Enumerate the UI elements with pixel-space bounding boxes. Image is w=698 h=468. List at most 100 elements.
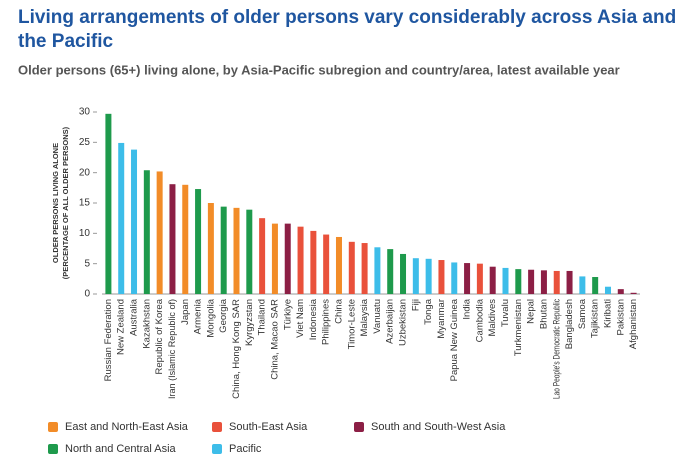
bar — [361, 243, 368, 294]
bar — [207, 203, 214, 294]
legend-marker — [48, 422, 58, 432]
y-tick-label: 25 — [79, 137, 91, 148]
x-tick-label: Tuvalu — [500, 299, 511, 327]
y-axis-label: OLDER PERSONS LIVING ALONE — [51, 143, 60, 263]
chart-title: the Pacific — [18, 31, 113, 52]
x-tick-label: Turkmenistan — [513, 299, 524, 356]
bar — [233, 207, 240, 294]
x-tick-label: Georgia — [218, 298, 229, 333]
x-tick-label: India — [462, 298, 473, 319]
bar — [374, 247, 381, 294]
bar — [182, 184, 189, 294]
x-tick-label: Fiji — [410, 299, 421, 311]
x-tick-label: Japan — [180, 299, 191, 325]
bar — [579, 276, 586, 294]
bar — [297, 226, 304, 294]
x-tick-label: China — [333, 298, 344, 324]
x-tick-label: Malaysia — [359, 298, 370, 336]
bar — [604, 286, 611, 294]
bar — [489, 266, 496, 294]
x-tick-label: Australia — [129, 298, 140, 336]
bar — [220, 206, 227, 294]
bar — [131, 149, 138, 294]
x-tick-label: Armenia — [193, 298, 204, 334]
bar — [169, 184, 176, 294]
x-tick-label: Tajikistan — [590, 299, 601, 338]
bar — [284, 223, 291, 294]
x-tick-label: Russian Federation — [103, 299, 114, 381]
bar — [515, 269, 522, 294]
y-tick-label: 30 — [79, 107, 91, 118]
bar — [156, 171, 163, 294]
x-tick-label: Samoa — [577, 298, 588, 329]
x-tick-label: Viet Nam — [295, 299, 306, 338]
x-tick-label: Nepal — [526, 299, 537, 324]
bar — [348, 241, 355, 294]
legend-label: South and South-West Asia — [371, 421, 506, 433]
bar — [617, 289, 624, 294]
bar — [259, 218, 266, 294]
bar — [105, 113, 112, 294]
bar — [118, 142, 125, 294]
x-tick-label: Bangladesh — [564, 299, 575, 349]
bar — [476, 263, 483, 294]
x-tick-label: Myanmar — [436, 299, 447, 339]
legend-marker — [48, 444, 58, 454]
bar — [438, 260, 445, 294]
y-tick-label: 20 — [79, 167, 91, 178]
bar — [566, 270, 573, 294]
legend-label: Pacific — [229, 443, 262, 455]
x-tick-label: Maldives — [487, 299, 498, 337]
x-tick-label: Republic of Korea — [154, 298, 165, 374]
legend-marker — [354, 422, 364, 432]
chart-subtitle: Older persons (65+) living alone, by Asi… — [18, 62, 620, 77]
bar — [553, 270, 560, 294]
bar — [335, 236, 342, 294]
x-tick-label: Cambodia — [474, 298, 485, 342]
bar — [246, 209, 253, 294]
bar — [425, 258, 432, 294]
y-tick-label: 15 — [79, 198, 91, 209]
legend-label: East and North-East Asia — [65, 421, 189, 433]
x-tick-label: Kiribati — [602, 299, 613, 328]
bar — [400, 253, 407, 294]
legend-label: South-East Asia — [229, 421, 308, 433]
y-tick-label: 0 — [84, 289, 90, 300]
x-tick-label: Indonesia — [308, 298, 319, 340]
x-tick-label: Azerbaijan — [385, 299, 396, 344]
y-tick-label: 10 — [79, 228, 91, 239]
legend-marker — [212, 422, 222, 432]
bar — [387, 249, 394, 294]
bar — [451, 262, 458, 294]
x-tick-label: Bhutan — [538, 299, 549, 329]
x-tick-label: China, Macao SAR — [269, 299, 280, 380]
x-tick-label: New Zealand — [116, 299, 127, 355]
x-tick-label: Kazakhstan — [141, 299, 152, 349]
bar — [323, 234, 330, 294]
bar — [630, 292, 637, 294]
x-tick-label: Kyrgyzstan — [244, 299, 255, 346]
x-tick-label: Papua New Guinea — [449, 298, 460, 381]
legend-label: North and Central Asia — [65, 443, 177, 455]
x-tick-label: Uzbekistan — [398, 299, 409, 346]
x-tick-label: Tonga — [423, 298, 434, 325]
bar — [271, 223, 278, 294]
x-tick-label: Lao People's Democratic Republic — [551, 299, 562, 399]
bar — [195, 189, 202, 294]
bar — [528, 269, 535, 294]
bar — [143, 170, 150, 294]
x-tick-label: China, Hong Kong SAR — [231, 299, 242, 399]
bar — [464, 263, 471, 294]
x-tick-label: Timor-Leste — [346, 299, 357, 349]
chart-title: Living arrangements of older persons var… — [18, 7, 676, 28]
bar — [502, 267, 509, 294]
y-axis-label: (PERCENTAGE OF ALL OLDER PERSONS) — [61, 126, 70, 279]
y-tick-label: 5 — [84, 258, 90, 269]
x-tick-label: Afghanistan — [628, 299, 639, 349]
bar — [592, 277, 599, 294]
x-tick-label: Philippines — [321, 299, 332, 345]
bar — [310, 230, 317, 294]
x-tick-label: Thailand — [257, 299, 268, 335]
legend-marker — [212, 444, 222, 454]
